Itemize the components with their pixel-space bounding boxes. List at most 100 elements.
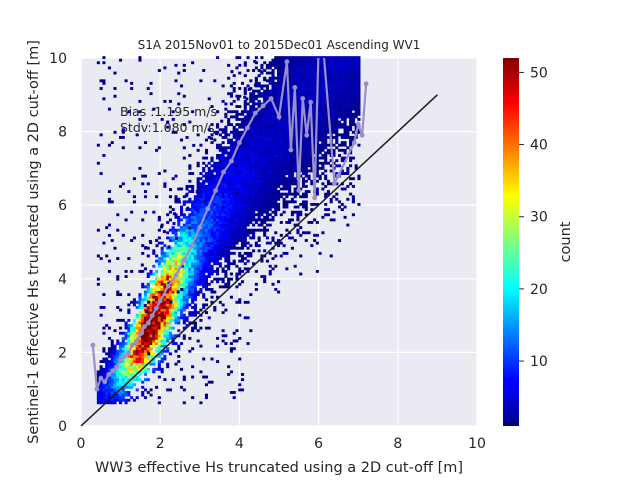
heatmap-cell bbox=[232, 213, 236, 217]
heatmap-cell bbox=[285, 221, 289, 224]
heatmap-cell bbox=[274, 172, 278, 175]
heatmap-cell bbox=[351, 102, 355, 106]
heatmap-cell bbox=[204, 192, 209, 196]
heatmap-cell bbox=[260, 192, 264, 196]
heatmap-cell bbox=[252, 164, 256, 168]
heatmap-cell bbox=[204, 375, 209, 379]
heatmap-cell bbox=[340, 84, 344, 88]
heatmap-cell bbox=[324, 105, 328, 108]
heatmap-cell bbox=[268, 110, 272, 114]
heatmap-cell bbox=[338, 112, 342, 116]
heatmap-cell bbox=[271, 105, 275, 108]
heatmap-cell bbox=[249, 177, 253, 181]
heatmap-cell bbox=[290, 161, 294, 165]
heatmap-cell bbox=[141, 300, 145, 304]
heatmap-cell bbox=[243, 159, 247, 163]
heatmap-cell bbox=[321, 120, 325, 124]
heatmap-cell bbox=[274, 138, 278, 142]
heatmap-cell bbox=[235, 174, 239, 178]
heatmap-cell bbox=[340, 69, 344, 72]
heatmap-cell bbox=[324, 143, 328, 147]
heatmap-cell bbox=[227, 233, 231, 237]
heatmap-cell bbox=[221, 221, 225, 224]
heatmap-cell bbox=[282, 159, 286, 163]
heatmap-cell bbox=[318, 79, 322, 83]
heatmap-cell bbox=[326, 130, 330, 134]
heatmap-cell bbox=[238, 221, 242, 224]
heatmap-cell bbox=[149, 342, 153, 345]
heatmap-cell bbox=[160, 360, 164, 364]
heatmap-cell bbox=[240, 373, 245, 376]
heatmap-cell bbox=[349, 79, 353, 83]
heatmap-cell bbox=[263, 110, 267, 114]
heatmap-cell bbox=[310, 182, 314, 186]
heatmap-cell bbox=[279, 89, 283, 93]
heatmap-cell bbox=[152, 107, 156, 111]
heatmap-cell bbox=[229, 172, 233, 175]
heatmap-cell bbox=[293, 146, 297, 150]
heatmap-cell bbox=[343, 120, 347, 124]
heatmap-cell bbox=[229, 391, 233, 394]
heatmap-cell bbox=[351, 177, 355, 181]
heatmap-cell bbox=[232, 133, 236, 137]
heatmap-cell bbox=[224, 233, 228, 237]
heatmap-cell bbox=[277, 156, 281, 160]
heatmap-cell bbox=[107, 223, 111, 227]
heatmap-cell bbox=[196, 161, 200, 165]
heatmap-cell bbox=[310, 221, 314, 224]
heatmap-cell bbox=[218, 159, 222, 163]
heatmap-cell bbox=[307, 221, 311, 224]
heatmap-cell bbox=[121, 336, 125, 340]
heatmap-cell bbox=[257, 74, 261, 78]
heatmap-cell bbox=[229, 166, 233, 170]
heatmap-cell bbox=[227, 231, 231, 235]
heatmap-cell bbox=[227, 244, 231, 248]
mean-curve-point bbox=[292, 85, 298, 90]
heatmap-cell bbox=[227, 187, 231, 191]
heatmap-cell bbox=[246, 221, 250, 224]
heatmap-cell bbox=[271, 182, 275, 186]
heatmap-cell bbox=[174, 63, 178, 67]
heatmap-cell bbox=[257, 125, 261, 129]
heatmap-cell bbox=[146, 331, 150, 335]
heatmap-cell bbox=[157, 313, 161, 317]
heatmap-cell bbox=[346, 63, 350, 67]
heatmap-cell bbox=[180, 231, 184, 235]
heatmap-cell bbox=[274, 105, 278, 108]
heatmap-cell bbox=[143, 321, 148, 325]
heatmap-cell bbox=[252, 141, 256, 145]
heatmap-cell bbox=[343, 215, 347, 219]
heatmap-cell bbox=[127, 331, 131, 335]
heatmap-cell bbox=[221, 128, 225, 132]
heatmap-cell bbox=[210, 169, 214, 173]
heatmap-cell bbox=[304, 84, 308, 88]
heatmap-cell bbox=[257, 239, 261, 242]
heatmap-cell bbox=[202, 174, 206, 178]
heatmap-cell bbox=[121, 360, 125, 364]
heatmap-cell bbox=[188, 257, 192, 260]
heatmap-cell bbox=[207, 262, 211, 266]
heatmap-cell bbox=[263, 208, 267, 212]
heatmap-cell bbox=[238, 154, 242, 157]
heatmap-cell bbox=[326, 74, 330, 78]
heatmap-cell bbox=[130, 373, 134, 376]
heatmap-cell bbox=[285, 105, 289, 108]
heatmap-cell bbox=[265, 169, 269, 173]
heatmap-cell bbox=[224, 146, 228, 150]
heatmap-cell bbox=[326, 208, 330, 212]
heatmap-cell bbox=[315, 161, 319, 165]
heatmap-cell bbox=[263, 61, 267, 65]
heatmap-cell bbox=[340, 89, 344, 93]
heatmap-cell bbox=[204, 288, 209, 291]
heatmap-cell bbox=[141, 349, 145, 353]
heatmap-cell bbox=[243, 231, 247, 235]
heatmap-cell bbox=[310, 58, 314, 62]
heatmap-cell bbox=[130, 380, 134, 384]
heatmap-cell bbox=[288, 56, 292, 60]
heatmap-cell bbox=[168, 257, 172, 260]
heatmap-cell bbox=[102, 393, 106, 397]
heatmap-cell bbox=[202, 269, 206, 273]
heatmap-cell bbox=[338, 69, 342, 72]
heatmap-cell bbox=[185, 244, 189, 248]
heatmap-cell bbox=[326, 58, 330, 62]
